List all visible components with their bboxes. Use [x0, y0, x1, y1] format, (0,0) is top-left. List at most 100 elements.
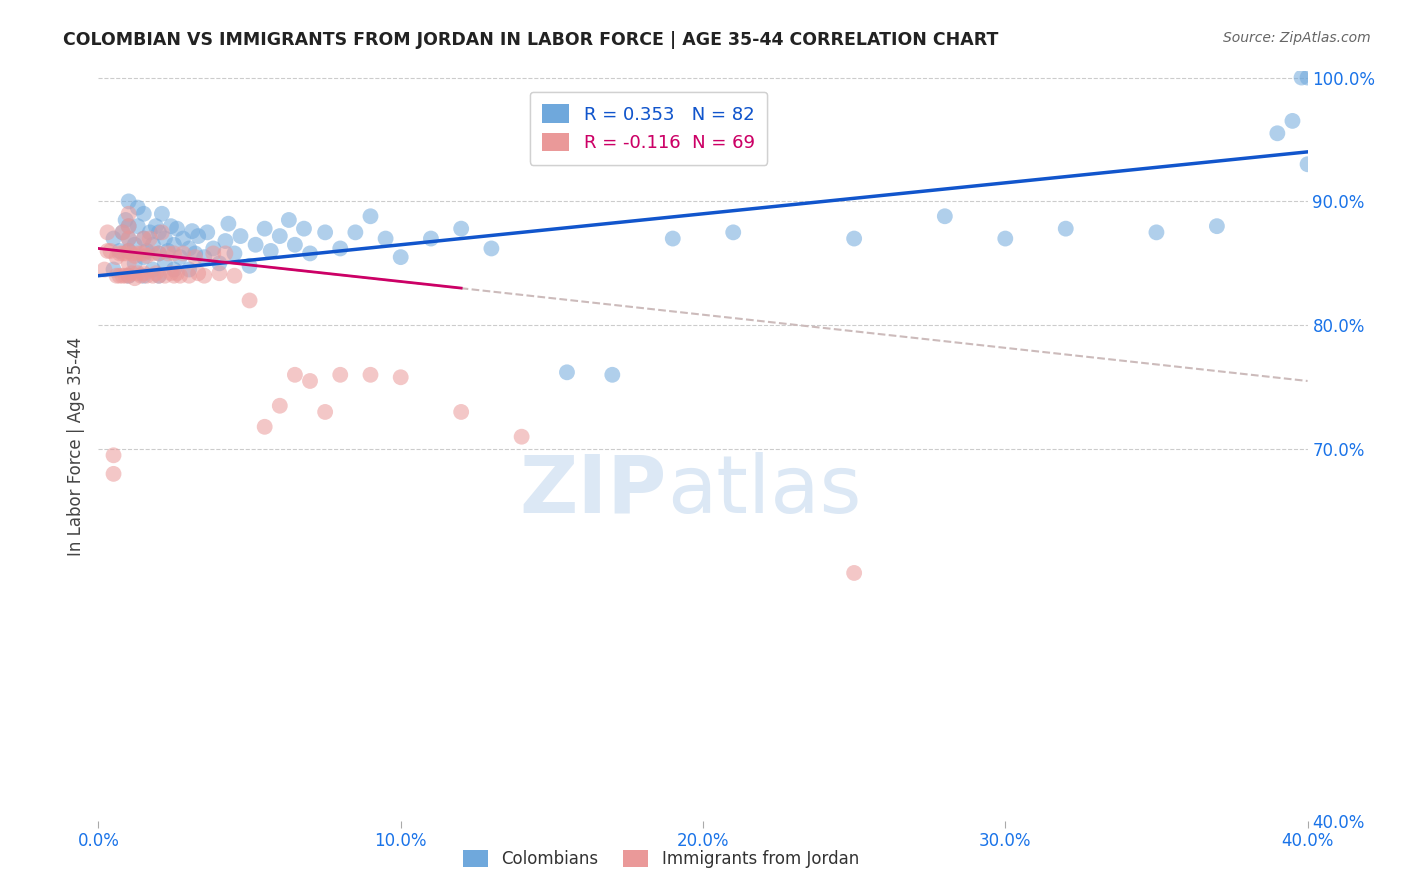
Point [132, 250, 155, 264]
Point [135, 268, 157, 283]
Point [163, 262, 186, 277]
Point [108, 244, 131, 258]
Point [181, 224, 204, 238]
Point [118, 244, 141, 258]
Point [118, 219, 141, 234]
Point [127, 219, 149, 234]
Point [118, 244, 141, 258]
Point [253, 419, 276, 434]
Point [103, 262, 125, 277]
Point [224, 268, 246, 283]
Point [129, 246, 152, 260]
Point [245, 237, 267, 252]
Point [1296, 70, 1319, 85]
Point [148, 225, 170, 239]
Point [314, 225, 336, 239]
Point [555, 365, 578, 379]
Point [105, 250, 128, 264]
Point [510, 430, 533, 444]
Point [142, 246, 165, 260]
Point [135, 244, 157, 258]
Point [111, 246, 134, 260]
Point [844, 231, 866, 245]
Point [389, 370, 412, 384]
Point [148, 268, 170, 283]
Point [118, 256, 141, 270]
Point [96, 244, 118, 258]
Point [450, 221, 472, 235]
Point [450, 405, 472, 419]
Point [132, 231, 155, 245]
Point [127, 246, 149, 260]
Point [127, 266, 149, 280]
Legend: R = 0.353   N = 82, R = -0.116  N = 69: R = 0.353 N = 82, R = -0.116 N = 69 [530, 92, 768, 165]
Point [389, 250, 412, 264]
Point [269, 399, 291, 413]
Legend: Colombians, Immigrants from Jordan: Colombians, Immigrants from Jordan [456, 843, 866, 875]
Point [329, 368, 352, 382]
Point [121, 266, 143, 280]
Point [360, 209, 382, 223]
Point [148, 268, 170, 283]
Point [142, 268, 165, 283]
Point [124, 271, 146, 285]
Point [420, 231, 443, 245]
Point [114, 268, 136, 283]
Point [1296, 157, 1319, 171]
Point [723, 225, 745, 239]
Point [153, 231, 176, 245]
Point [179, 262, 201, 277]
Point [208, 266, 231, 280]
Point [1267, 126, 1289, 140]
Point [156, 244, 179, 258]
Point [145, 219, 167, 234]
Point [202, 242, 225, 256]
Point [169, 250, 191, 264]
Point [108, 246, 131, 260]
Point [127, 201, 149, 215]
Point [150, 225, 173, 239]
Point [214, 234, 236, 248]
Point [153, 256, 176, 270]
Point [135, 249, 157, 263]
Point [1206, 219, 1229, 234]
Point [481, 242, 503, 256]
Point [132, 207, 155, 221]
Text: atlas: atlas [666, 452, 860, 530]
Point [124, 237, 146, 252]
Point [179, 242, 201, 256]
Point [193, 268, 215, 283]
Point [184, 246, 207, 260]
Point [844, 566, 866, 580]
Point [1054, 221, 1077, 235]
Point [103, 231, 125, 245]
Point [277, 213, 299, 227]
Point [208, 256, 231, 270]
Point [118, 194, 141, 209]
Point [114, 246, 136, 260]
Point [344, 225, 367, 239]
Point [111, 225, 134, 239]
Point [111, 268, 134, 283]
Point [124, 249, 146, 263]
Point [93, 262, 115, 277]
Point [163, 237, 186, 252]
Point [118, 231, 141, 245]
Point [160, 266, 183, 280]
Point [314, 405, 336, 419]
Point [253, 221, 276, 235]
Point [105, 268, 128, 283]
Text: COLOMBIAN VS IMMIGRANTS FROM JORDAN IN LABOR FORCE | AGE 35-44 CORRELATION CHART: COLOMBIAN VS IMMIGRANTS FROM JORDAN IN L… [63, 31, 998, 49]
Point [111, 225, 134, 239]
Point [153, 268, 176, 283]
Point [132, 246, 155, 260]
Point [103, 467, 125, 481]
Point [214, 246, 236, 260]
Point [292, 221, 315, 235]
Point [934, 209, 956, 223]
Point [163, 246, 186, 260]
Point [172, 231, 194, 245]
Text: ZIP: ZIP [519, 452, 666, 530]
Point [118, 207, 141, 221]
Point [118, 231, 141, 245]
